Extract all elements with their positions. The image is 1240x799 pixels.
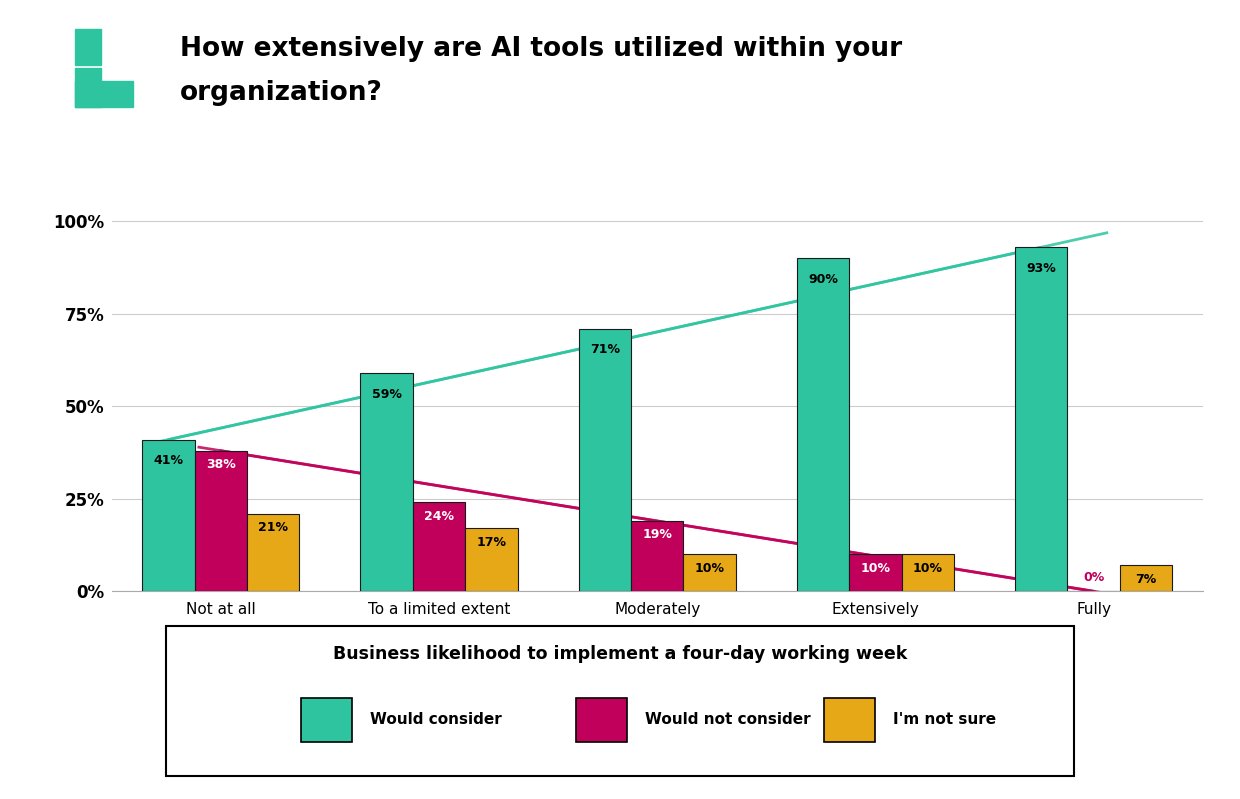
Bar — [247, 514, 299, 591]
FancyBboxPatch shape — [301, 698, 352, 741]
Text: 7%: 7% — [1136, 573, 1157, 586]
Bar — [413, 503, 465, 591]
Text: 71%: 71% — [590, 344, 620, 356]
Text: Would consider: Would consider — [370, 713, 502, 727]
Bar — [76, 68, 102, 107]
Bar — [76, 81, 134, 107]
Text: 38%: 38% — [206, 458, 236, 471]
Bar — [143, 439, 195, 591]
Text: Business likelihood to implement a four-day working week: Business likelihood to implement a four-… — [332, 646, 908, 663]
Text: 59%: 59% — [372, 388, 402, 401]
Bar — [465, 528, 517, 591]
FancyBboxPatch shape — [825, 698, 874, 741]
FancyBboxPatch shape — [166, 626, 1074, 776]
Bar — [683, 555, 735, 591]
Bar — [797, 258, 849, 591]
Text: 93%: 93% — [1027, 262, 1056, 275]
Text: 90%: 90% — [808, 273, 838, 286]
Bar — [1120, 566, 1172, 591]
Bar — [76, 29, 102, 66]
Text: 41%: 41% — [154, 455, 184, 467]
Bar — [579, 328, 631, 591]
Text: 24%: 24% — [424, 510, 454, 523]
Bar — [1016, 247, 1068, 591]
Text: I'm not sure: I'm not sure — [893, 713, 996, 727]
Bar — [849, 555, 901, 591]
Text: 19%: 19% — [642, 528, 672, 542]
Bar — [901, 555, 954, 591]
Text: How extensively are AI tools utilized within your: How extensively are AI tools utilized wi… — [180, 36, 901, 62]
Text: 10%: 10% — [861, 562, 890, 574]
Bar — [195, 451, 247, 591]
Bar — [361, 373, 413, 591]
Text: 0%: 0% — [1083, 570, 1105, 584]
FancyBboxPatch shape — [577, 698, 627, 741]
Bar — [631, 521, 683, 591]
Text: Would not consider: Would not consider — [645, 713, 811, 727]
Text: organization?: organization? — [180, 80, 383, 106]
Text: 10%: 10% — [913, 562, 942, 574]
Text: 21%: 21% — [258, 521, 288, 534]
Text: 10%: 10% — [694, 562, 724, 574]
Text: 17%: 17% — [476, 536, 506, 549]
